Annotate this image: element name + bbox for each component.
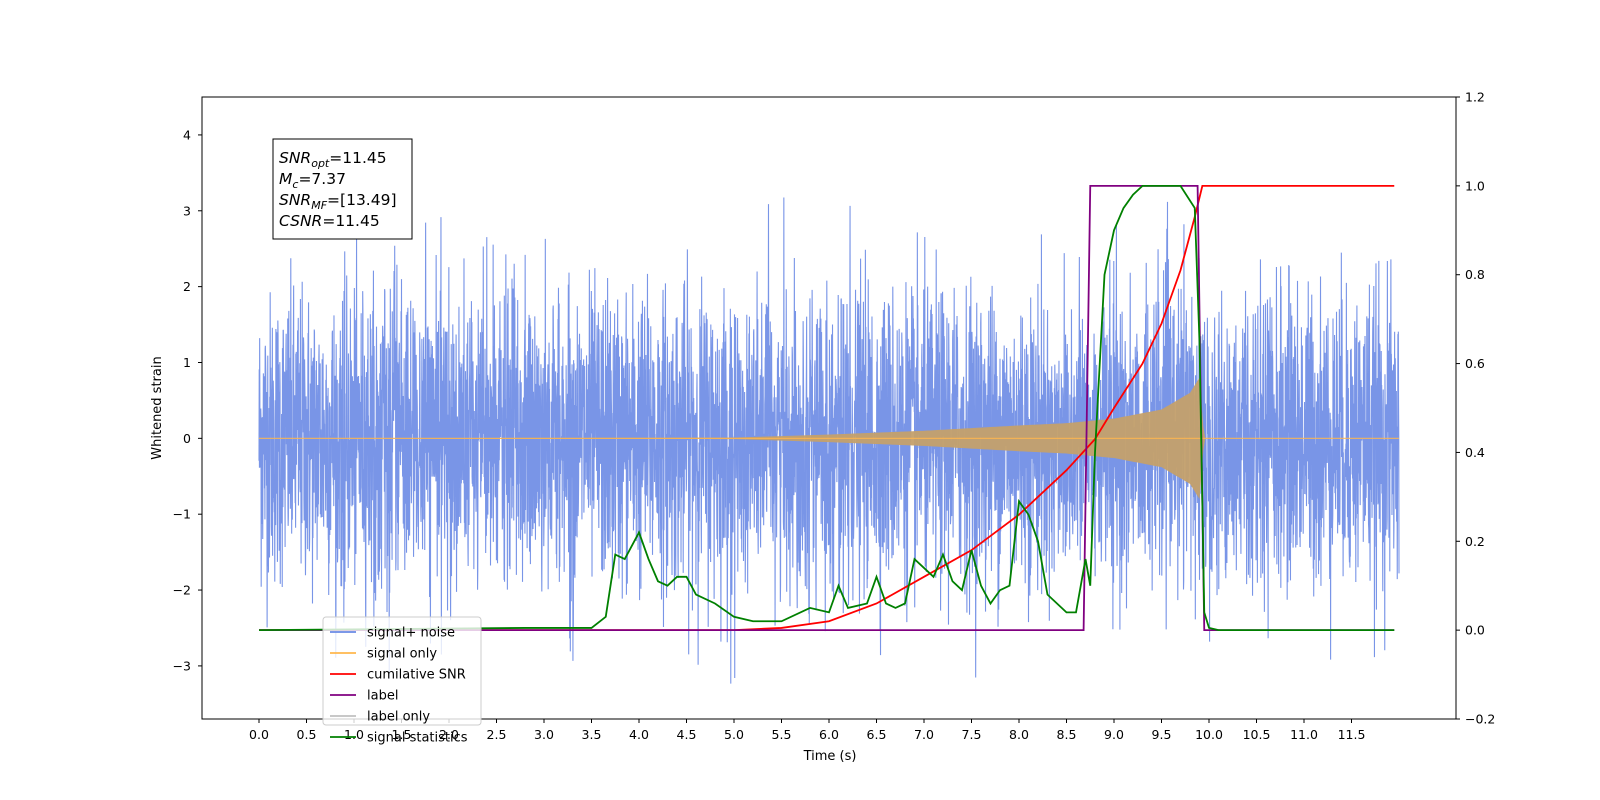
left-y-axis-ticks: −3 −2 −1 0 1 2 3 4 — [173, 127, 202, 673]
legend-label: signal statistics — [367, 731, 468, 746]
x-tick-label: 3.5 — [582, 727, 602, 742]
x-tick-label: 1.0 — [344, 727, 364, 742]
x-tick-label: 8.5 — [1057, 727, 1077, 742]
x-tick-label: 4.0 — [629, 727, 649, 742]
legend-label: label — [367, 689, 398, 704]
x-tick-label: 11.5 — [1338, 727, 1366, 742]
right-y-tick-label: 1.0 — [1465, 178, 1485, 193]
left-y-tick-label: −1 — [173, 507, 191, 522]
x-tick-label: 1.5 — [392, 727, 412, 742]
x-tick-label: 8.0 — [1009, 727, 1029, 742]
right-y-tick-label: −0.2 — [1465, 712, 1495, 727]
right-y-tick-label: 0.6 — [1465, 356, 1485, 371]
x-tick-label: 9.5 — [1152, 727, 1172, 742]
annotation-line: SNRopt=11.45 — [279, 149, 387, 170]
right-y-axis-ticks: −0.2 0.0 0.2 0.4 0.6 0.8 1.0 1.2 — [1456, 90, 1495, 727]
legend-frame — [322, 616, 482, 726]
left-y-tick-label: 3 — [183, 203, 191, 218]
legend-label: signal only — [367, 647, 437, 662]
x-tick-label: 0.0 — [249, 727, 269, 742]
x-tick-label: 10.0 — [1195, 727, 1223, 742]
plot-area — [258, 184, 1400, 684]
legend: signal+ noise signal only cumilative SNR la… — [322, 616, 482, 746]
left-y-tick-label: −3 — [173, 658, 191, 673]
legend-label: cumilative SNR — [367, 668, 466, 683]
annotation-frame — [272, 138, 413, 240]
annotation-line: Mc=7.37 — [279, 170, 346, 191]
x-tick-label: 5.5 — [772, 727, 792, 742]
legend-label: label only — [367, 710, 430, 725]
right-y-tick-label: 0.0 — [1465, 623, 1485, 638]
left-y-tick-label: 0 — [183, 431, 191, 446]
series-signal-plus-noise — [258, 197, 1400, 684]
x-tick-label: 10.5 — [1243, 727, 1271, 742]
right-y-tick-label: 1.2 — [1465, 90, 1485, 105]
annotation-line: CSNR=11.45 — [279, 212, 380, 230]
x-tick-label: 5.0 — [724, 727, 744, 742]
x-axis-label: Time (s) — [803, 749, 857, 764]
left-y-tick-label: 1 — [183, 355, 191, 370]
legend-label: signal+ noise — [367, 626, 455, 641]
left-y-tick-label: 2 — [183, 279, 191, 294]
left-y-tick-label: −2 — [173, 583, 191, 598]
x-tick-label: 0.5 — [297, 727, 317, 742]
x-tick-label: 6.5 — [867, 727, 887, 742]
left-y-tick-label: 4 — [183, 127, 191, 142]
series-cumulative-snr — [259, 184, 1395, 632]
x-tick-label: 11.0 — [1290, 727, 1318, 742]
x-tick-label: 6.0 — [819, 727, 839, 742]
x-tick-label: 3.0 — [534, 727, 554, 742]
right-y-tick-label: 0.4 — [1465, 445, 1485, 460]
x-tick-label: 4.5 — [677, 727, 697, 742]
y-axis-label: Whitened strain — [150, 356, 165, 459]
x-tick-label: 7.0 — [914, 727, 934, 742]
annotation-box: SNRopt=11.45Mc=7.37SNRMF=[13.49]CSNR=11.… — [272, 138, 413, 240]
right-y-tick-label: 0.8 — [1465, 267, 1485, 282]
x-tick-label: 9.0 — [1104, 727, 1124, 742]
annotation-line: SNRMF=[13.49] — [279, 191, 397, 212]
x-tick-label: 7.5 — [962, 727, 982, 742]
x-tick-label: 2.5 — [487, 727, 507, 742]
x-tick-label: 2.0 — [439, 727, 459, 742]
right-y-tick-label: 0.2 — [1465, 534, 1485, 549]
series-signal-statistics — [258, 184, 1395, 632]
x-axis-ticks: 0.0 0.5 1.0 1.5 2.0 2.5 3.0 3.5 4.0 4.5 5.0 5.5 6.0 6… — [249, 719, 1365, 742]
